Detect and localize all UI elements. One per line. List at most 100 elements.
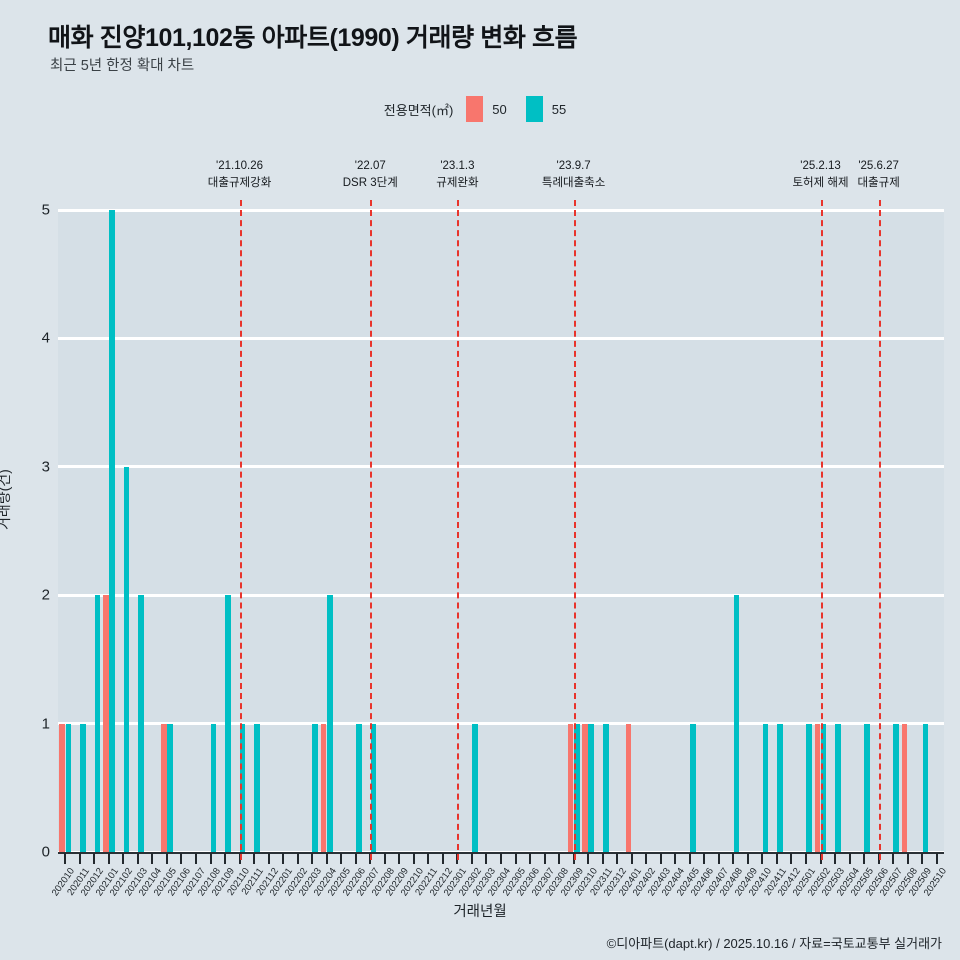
x-tick <box>165 853 168 864</box>
y-axis-label: 거래량(건) <box>0 469 12 530</box>
x-tick <box>892 853 895 864</box>
bar <box>320 723 327 852</box>
bar <box>356 723 362 852</box>
x-tick <box>93 853 96 864</box>
x-tick <box>485 853 488 864</box>
x-tick <box>732 853 735 864</box>
x-tick <box>383 853 386 864</box>
bar <box>102 595 109 852</box>
x-tick <box>863 853 866 864</box>
x-tick <box>78 853 81 864</box>
legend-swatch-50 <box>466 96 484 122</box>
x-tick <box>151 853 154 864</box>
x-tick <box>543 853 546 864</box>
bar <box>138 595 144 852</box>
x-tick <box>122 853 125 864</box>
x-tick <box>64 853 67 864</box>
bar <box>806 723 812 852</box>
event-annotation: '25.6.27 대출규제 <box>857 158 899 191</box>
bar <box>167 723 173 852</box>
bar <box>835 723 841 852</box>
x-tick <box>194 853 197 864</box>
x-tick <box>761 853 764 864</box>
x-tick <box>645 853 648 864</box>
y-tick-label: 5 <box>41 201 50 219</box>
x-tick <box>805 853 808 864</box>
x-tick <box>790 853 793 864</box>
x-tick <box>209 853 212 864</box>
event-annotation: '23.1.3 규제완화 <box>436 158 478 191</box>
event-text: 대출규제강화 <box>207 176 272 189</box>
event-date: '25.2.13 <box>800 160 841 172</box>
x-tick <box>107 853 110 864</box>
x-axis-label: 거래년월 <box>453 904 507 920</box>
x-tick <box>325 853 328 864</box>
y-tick-label: 4 <box>41 329 50 347</box>
gridline <box>58 465 944 469</box>
event-text: 대출규제 <box>857 176 900 189</box>
bar <box>254 723 261 852</box>
event-annotation: '21.10.26 대출규제강화 <box>208 158 271 191</box>
bar <box>65 723 72 852</box>
bar <box>109 210 115 852</box>
x-tick <box>412 853 415 864</box>
event-date: '23.9.7 <box>556 160 591 172</box>
gridline <box>58 336 944 340</box>
x-tick <box>441 853 444 864</box>
x-tick <box>848 853 851 864</box>
legend-swatch-55 <box>525 96 543 122</box>
x-tick <box>354 853 357 864</box>
x-tick <box>921 853 924 864</box>
x-tick <box>775 853 778 864</box>
x-tick <box>935 853 938 864</box>
chart-legend: 전용면적(㎡) 50 55 <box>0 96 960 122</box>
bar <box>893 723 900 852</box>
event-text: DSR 3단계 <box>342 176 398 189</box>
bar <box>777 723 783 852</box>
x-tick <box>224 853 227 864</box>
x-tick <box>834 853 837 864</box>
gridline <box>58 722 944 726</box>
plot-area <box>58 210 944 852</box>
x-tick <box>717 853 720 864</box>
bar <box>472 723 478 852</box>
bar <box>327 595 333 852</box>
x-tick <box>136 853 139 864</box>
event-annotation: '25.2.13 토허제 해제 <box>792 158 848 191</box>
bar <box>94 595 101 852</box>
x-tick <box>746 853 749 864</box>
x-tick <box>558 853 561 864</box>
bar <box>588 723 595 852</box>
x-tick <box>427 853 430 864</box>
bar <box>225 595 231 852</box>
x-tick <box>587 853 590 864</box>
event-text: 특례대출축소 <box>541 176 606 189</box>
event-line <box>878 200 881 860</box>
x-tick <box>688 853 691 864</box>
legend-title: 전용면적(㎡) <box>383 102 454 118</box>
x-tick <box>514 853 517 864</box>
bar <box>573 723 580 852</box>
x-tick <box>253 853 256 864</box>
bar <box>312 723 319 852</box>
x-tick <box>601 853 604 864</box>
x-tick <box>470 853 473 864</box>
x-tick <box>616 853 619 864</box>
bar <box>123 466 130 852</box>
bar <box>690 723 696 852</box>
bar <box>602 723 609 852</box>
event-line <box>820 200 823 860</box>
x-tick <box>674 853 677 864</box>
event-line <box>239 200 242 860</box>
x-tick <box>529 853 532 864</box>
y-tick-label: 2 <box>41 586 50 604</box>
bar <box>820 723 827 852</box>
event-line <box>573 200 576 860</box>
bar <box>567 723 574 852</box>
event-annotation: '22.07 DSR 3단계 <box>343 158 398 191</box>
x-tick <box>296 853 299 864</box>
chart-title: 매화 진양101,102동 아파트(1990) 거래량 변화 흐름 <box>48 24 578 52</box>
event-line <box>457 200 460 860</box>
bar <box>733 595 740 852</box>
legend-label-55: 55 <box>551 101 567 117</box>
